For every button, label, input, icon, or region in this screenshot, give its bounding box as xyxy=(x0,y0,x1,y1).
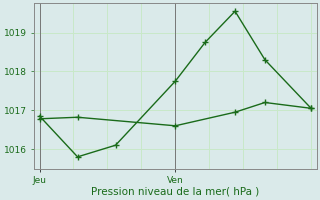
X-axis label: Pression niveau de la mer( hPa ): Pression niveau de la mer( hPa ) xyxy=(91,187,260,197)
